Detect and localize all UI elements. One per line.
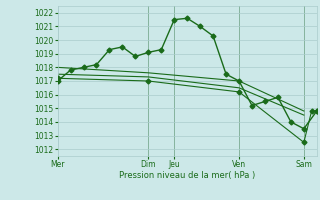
X-axis label: Pression niveau de la mer( hPa ): Pression niveau de la mer( hPa ) <box>119 171 255 180</box>
